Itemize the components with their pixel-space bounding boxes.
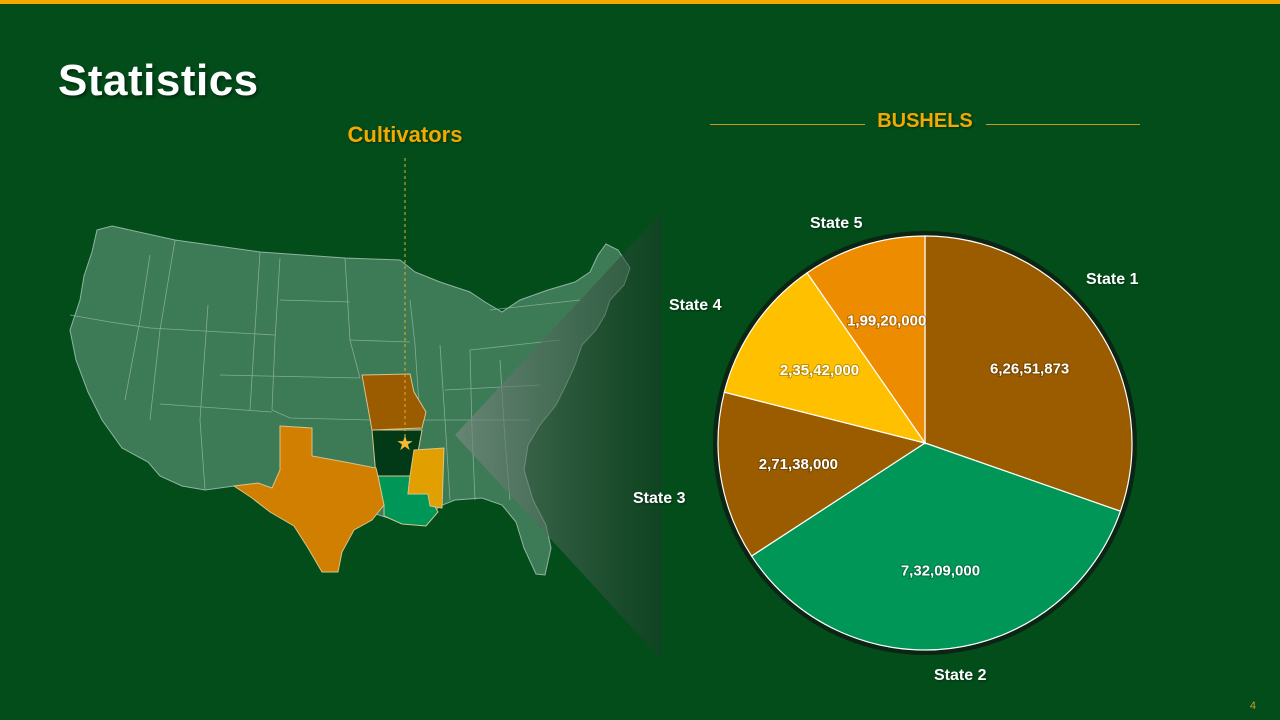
state-texas [232,425,385,573]
star-icon: ★ [396,431,414,455]
title-rule-left [710,124,865,125]
zoom-fan [455,212,662,660]
pie-slice-1 [924,235,1133,512]
page-number: 4 [1249,700,1256,712]
title-rule-right [986,124,1140,125]
pie-value-label-1: 6,26,51,873 [990,361,1069,378]
us-land [69,225,631,576]
pie-slice-4 [723,272,927,444]
pie-slice-2 [750,442,1122,651]
slice-label-state-4: State 4 [669,297,722,314]
chart-title: BUSHELS [877,110,973,132]
pie-value-label-5: 1,99,20,000 [847,313,926,330]
slice-label-state-1: State 1 [1086,271,1139,288]
pie-slice-5 [806,235,926,445]
pie-value-label-3: 2,71,38,000 [759,456,838,473]
top-accent-bar [0,0,1280,4]
chart-title-group: BUSHELS [710,108,1140,138]
slice-label-state-5: State 5 [810,215,863,232]
cultivators-label: Cultivators [347,122,463,147]
state-mississippi [407,447,445,509]
slice-label-state-2: State 2 [934,667,987,684]
pie-slice-3 [717,391,927,557]
pie-value-label-2: 7,32,09,000 [901,562,980,579]
pie-value-label-4: 2,35,42,000 [780,362,859,379]
slide-title: Statistics [58,56,259,105]
slice-label-state-3: State 3 [633,490,686,507]
